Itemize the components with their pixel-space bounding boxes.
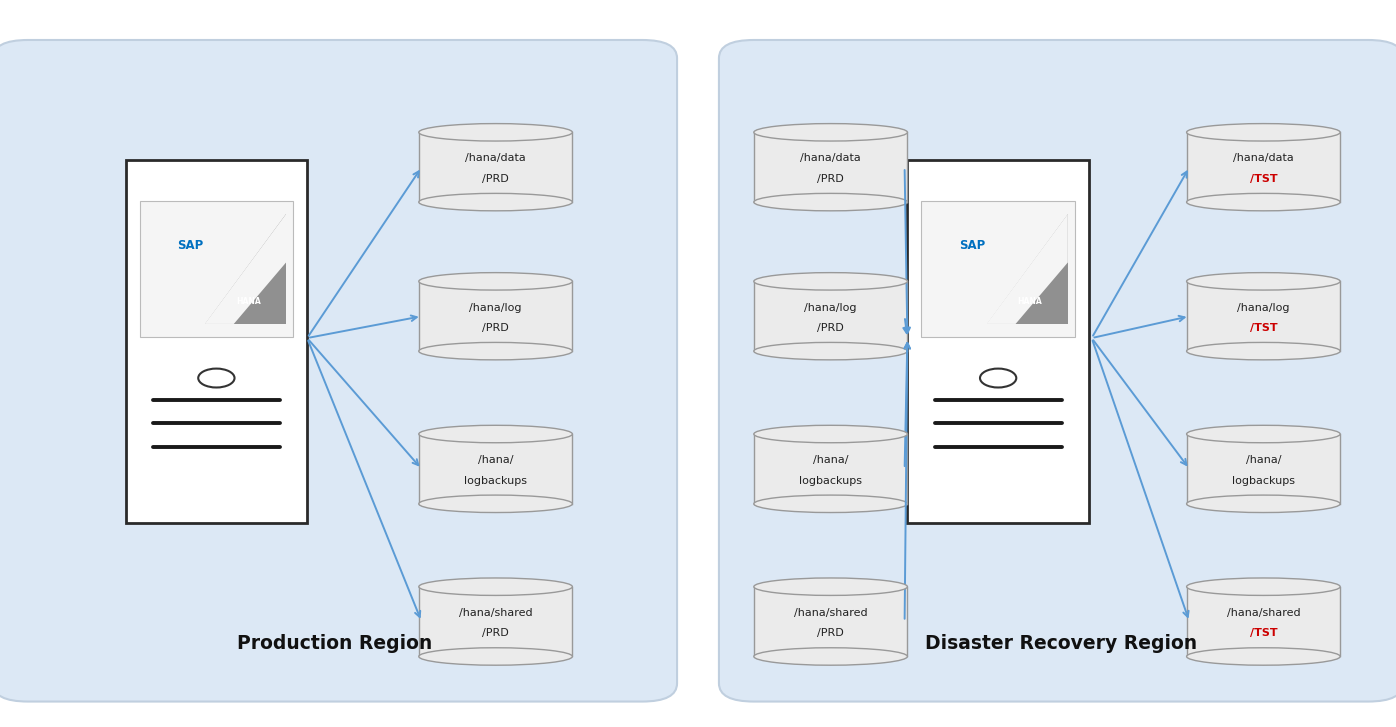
FancyBboxPatch shape	[126, 160, 307, 523]
Ellipse shape	[1187, 342, 1340, 360]
Text: /PRD: /PRD	[817, 174, 845, 184]
FancyBboxPatch shape	[0, 40, 677, 702]
Text: /hana/data: /hana/data	[1233, 153, 1294, 164]
Ellipse shape	[1187, 495, 1340, 513]
Text: Production Region: Production Region	[237, 634, 433, 653]
Polygon shape	[205, 214, 286, 324]
FancyBboxPatch shape	[921, 201, 1075, 337]
Ellipse shape	[754, 342, 907, 360]
Text: SAP: SAP	[177, 239, 204, 252]
Ellipse shape	[1187, 648, 1340, 665]
Bar	[754, 132, 907, 202]
FancyBboxPatch shape	[907, 160, 1089, 523]
Polygon shape	[205, 214, 286, 324]
Ellipse shape	[754, 124, 907, 141]
Text: /hana/: /hana/	[812, 455, 849, 465]
Bar	[754, 587, 907, 656]
Text: /hana/shared: /hana/shared	[794, 608, 867, 618]
Text: /hana/log: /hana/log	[469, 302, 522, 313]
Ellipse shape	[1187, 273, 1340, 290]
Text: /hana/log: /hana/log	[804, 302, 857, 313]
Text: logbackups: logbackups	[1231, 475, 1295, 486]
Bar	[754, 281, 907, 351]
FancyBboxPatch shape	[719, 40, 1396, 702]
Text: HANA: HANA	[1018, 297, 1043, 306]
Text: /TST: /TST	[1249, 628, 1277, 638]
Text: Disaster Recovery Region: Disaster Recovery Region	[926, 634, 1196, 653]
Polygon shape	[987, 214, 1068, 324]
Ellipse shape	[754, 193, 907, 211]
Ellipse shape	[1187, 578, 1340, 595]
Ellipse shape	[754, 648, 907, 665]
Ellipse shape	[419, 648, 572, 665]
Text: /PRD: /PRD	[482, 174, 510, 184]
Bar	[754, 434, 907, 504]
Bar	[419, 281, 572, 351]
Ellipse shape	[419, 124, 572, 141]
Bar	[419, 434, 572, 504]
Ellipse shape	[419, 495, 572, 513]
Bar	[1187, 281, 1340, 351]
Ellipse shape	[419, 342, 572, 360]
Text: /hana/data: /hana/data	[800, 153, 861, 164]
FancyBboxPatch shape	[140, 201, 293, 337]
Text: /hana/shared: /hana/shared	[1227, 608, 1300, 618]
Text: /PRD: /PRD	[482, 628, 510, 638]
Ellipse shape	[754, 495, 907, 513]
Ellipse shape	[754, 425, 907, 443]
Bar	[419, 132, 572, 202]
Ellipse shape	[754, 578, 907, 595]
Bar	[1187, 132, 1340, 202]
Ellipse shape	[419, 578, 572, 595]
Text: /PRD: /PRD	[817, 323, 845, 333]
Ellipse shape	[1187, 425, 1340, 443]
Ellipse shape	[754, 273, 907, 290]
Text: /TST: /TST	[1249, 174, 1277, 184]
Text: /hana/: /hana/	[1245, 455, 1282, 465]
Text: /hana/: /hana/	[477, 455, 514, 465]
Text: /PRD: /PRD	[482, 323, 510, 333]
Text: /hana/shared: /hana/shared	[459, 608, 532, 618]
Bar	[419, 587, 572, 656]
Text: /PRD: /PRD	[817, 628, 845, 638]
Text: /hana/data: /hana/data	[465, 153, 526, 164]
Bar	[1187, 434, 1340, 504]
Ellipse shape	[1187, 124, 1340, 141]
Ellipse shape	[1187, 193, 1340, 211]
Text: /hana/log: /hana/log	[1237, 302, 1290, 313]
Ellipse shape	[419, 425, 572, 443]
Text: /TST: /TST	[1249, 323, 1277, 333]
Text: SAP: SAP	[959, 239, 986, 252]
Text: HANA: HANA	[236, 297, 261, 306]
Circle shape	[980, 369, 1016, 387]
Bar	[1187, 587, 1340, 656]
Ellipse shape	[419, 193, 572, 211]
Circle shape	[198, 369, 235, 387]
Text: logbackups: logbackups	[799, 475, 863, 486]
Ellipse shape	[419, 273, 572, 290]
Polygon shape	[987, 214, 1068, 324]
Text: logbackups: logbackups	[463, 475, 528, 486]
